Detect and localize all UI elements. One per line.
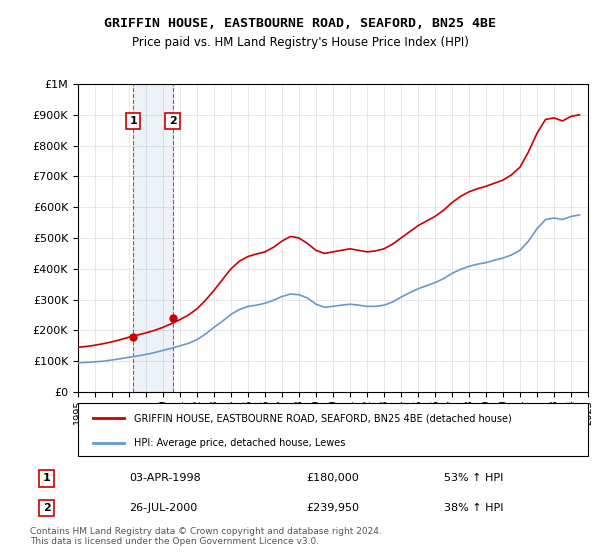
Text: £180,000: £180,000: [306, 473, 359, 483]
Text: GRIFFIN HOUSE, EASTBOURNE ROAD, SEAFORD, BN25 4BE (detached house): GRIFFIN HOUSE, EASTBOURNE ROAD, SEAFORD,…: [134, 413, 512, 423]
Text: Price paid vs. HM Land Registry's House Price Index (HPI): Price paid vs. HM Land Registry's House …: [131, 36, 469, 49]
Text: 2: 2: [169, 116, 176, 126]
Text: 03-APR-1998: 03-APR-1998: [130, 473, 201, 483]
Text: HPI: Average price, detached house, Lewes: HPI: Average price, detached house, Lewe…: [134, 438, 346, 448]
Text: 53% ↑ HPI: 53% ↑ HPI: [444, 473, 503, 483]
FancyBboxPatch shape: [78, 403, 588, 456]
Text: 26-JUL-2000: 26-JUL-2000: [130, 503, 197, 513]
Text: 2: 2: [43, 503, 50, 513]
Text: GRIFFIN HOUSE, EASTBOURNE ROAD, SEAFORD, BN25 4BE: GRIFFIN HOUSE, EASTBOURNE ROAD, SEAFORD,…: [104, 17, 496, 30]
Text: 1: 1: [43, 473, 50, 483]
Bar: [133, 84, 173, 392]
Text: 1: 1: [130, 116, 137, 126]
Text: £239,950: £239,950: [306, 503, 359, 513]
Text: 38% ↑ HPI: 38% ↑ HPI: [444, 503, 503, 513]
Text: Contains HM Land Registry data © Crown copyright and database right 2024.
This d: Contains HM Land Registry data © Crown c…: [30, 526, 382, 546]
